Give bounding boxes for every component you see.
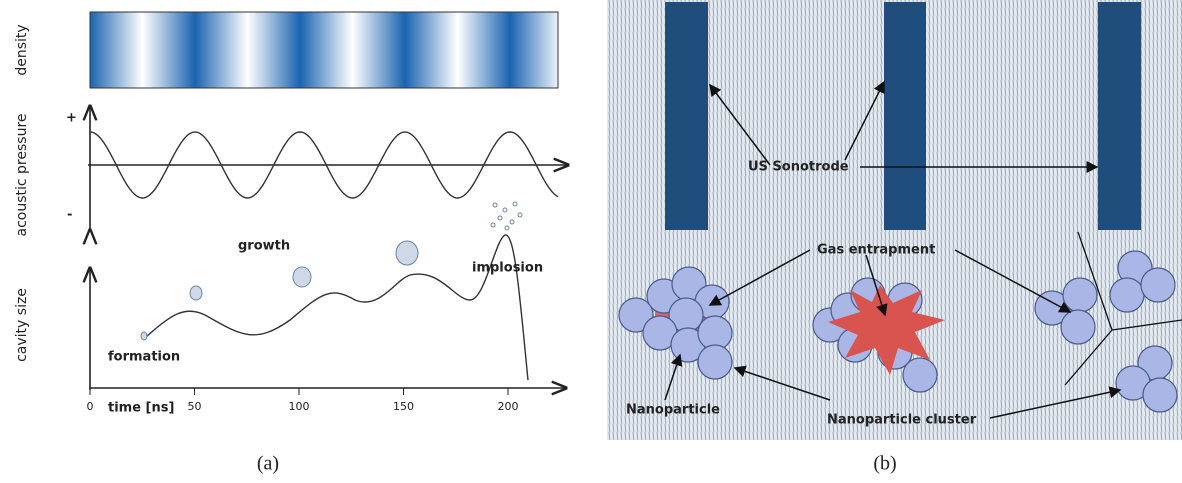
density-bar xyxy=(90,12,558,88)
bubble xyxy=(293,267,311,287)
bubble xyxy=(141,332,147,340)
gas-label: Gas entrapment xyxy=(817,243,935,258)
time-tick-label: 100 xyxy=(289,400,310,413)
sonotrode xyxy=(884,2,926,230)
plus-sign: + xyxy=(66,111,77,126)
growth-label: growth xyxy=(238,239,290,254)
bubble xyxy=(396,241,418,265)
time-tick-label: 200 xyxy=(498,400,519,413)
minus-sign: - xyxy=(67,208,72,223)
fragments xyxy=(491,202,522,230)
pressure-label: acoustic pressure xyxy=(14,113,30,236)
time-tick-label: 150 xyxy=(393,400,414,413)
time-tick-label: 0 xyxy=(87,400,94,413)
formation-label: formation xyxy=(108,350,180,365)
figure: density acoustic pressure cavity size + … xyxy=(0,0,1182,483)
density-label: density xyxy=(14,24,30,75)
caption-b: (b) xyxy=(873,453,896,475)
time-tick-label: 50 xyxy=(188,400,202,413)
sonotrode xyxy=(665,2,708,230)
sonotrode-label: US Sonotrode xyxy=(748,160,849,175)
sonotrode xyxy=(1098,2,1141,230)
time-label: time [ns] xyxy=(108,401,174,416)
nanoparticle-label: Nanoparticle xyxy=(626,403,720,418)
implosion-label: implosion xyxy=(472,261,543,276)
cavity-label: cavity size xyxy=(14,288,30,362)
cluster-label: Nanoparticle cluster xyxy=(827,413,977,428)
caption-a: (a) xyxy=(257,453,279,475)
cavity-curve xyxy=(145,235,528,380)
bubble xyxy=(190,286,202,300)
